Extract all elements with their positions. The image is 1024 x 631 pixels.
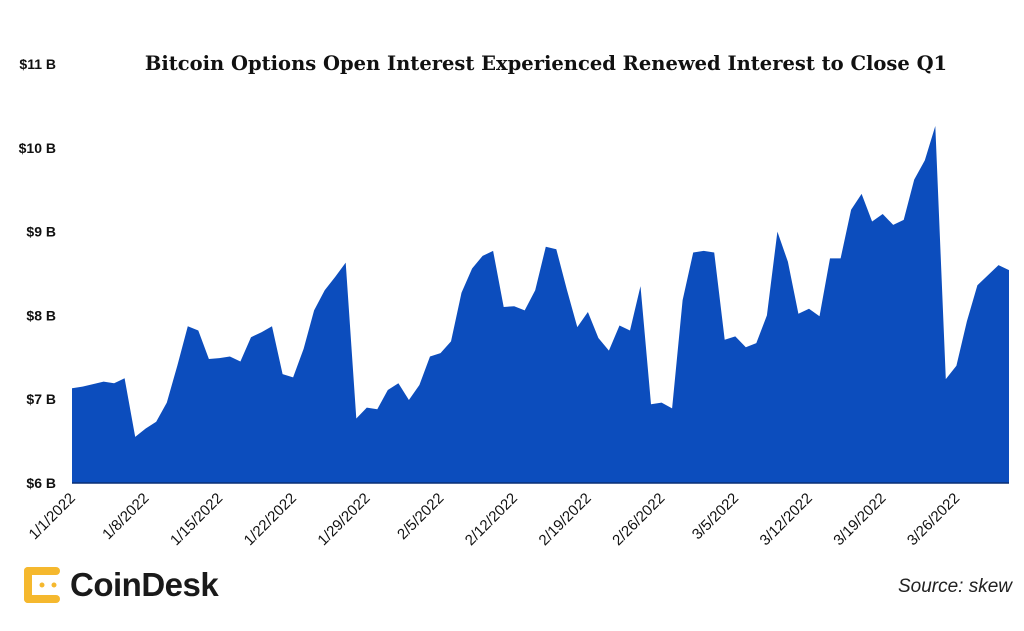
x-tick-label: 3/26/2022	[904, 490, 963, 549]
series-area	[72, 126, 1009, 483]
x-tick-label: 2/26/2022	[609, 490, 668, 549]
y-tick-label: $7 B	[26, 391, 56, 407]
x-tick-label: 3/12/2022	[757, 490, 816, 549]
coindesk-logo-icon	[24, 567, 60, 603]
x-tick-label: 2/12/2022	[462, 490, 521, 549]
x-tick-label: 1/8/2022	[99, 490, 152, 543]
chart-title: Bitcoin Options Open Interest Experience…	[145, 52, 947, 75]
y-axis: $6 B $7 B $8 B $9 B $10 B $11 B	[19, 56, 56, 491]
x-tick-label: 3/19/2022	[830, 490, 889, 549]
x-tick-label: 1/15/2022	[167, 490, 226, 549]
x-tick-label: 1/22/2022	[241, 490, 300, 549]
x-tick-label: 2/5/2022	[394, 490, 447, 543]
logo-text: CoinDesk	[70, 566, 219, 603]
x-tick-label: 2/19/2022	[535, 490, 594, 549]
x-tick-label: 3/5/2022	[689, 490, 742, 543]
coindesk-logo: CoinDesk	[22, 565, 219, 605]
y-tick-label: $8 B	[26, 307, 56, 323]
y-tick-label: $10 B	[19, 140, 56, 156]
y-tick-label: $9 B	[26, 224, 56, 240]
source-note: Source: skew	[897, 576, 1012, 597]
x-tick-label: 1/1/2022	[26, 490, 79, 543]
y-tick-label: $11 B	[19, 56, 56, 72]
x-axis: 1/1/2022 1/8/2022 1/15/2022 1/22/2022 1/29/2…	[26, 490, 964, 549]
x-tick-label: 1/29/2022	[314, 490, 373, 549]
y-tick-label: $6 B	[26, 475, 56, 491]
